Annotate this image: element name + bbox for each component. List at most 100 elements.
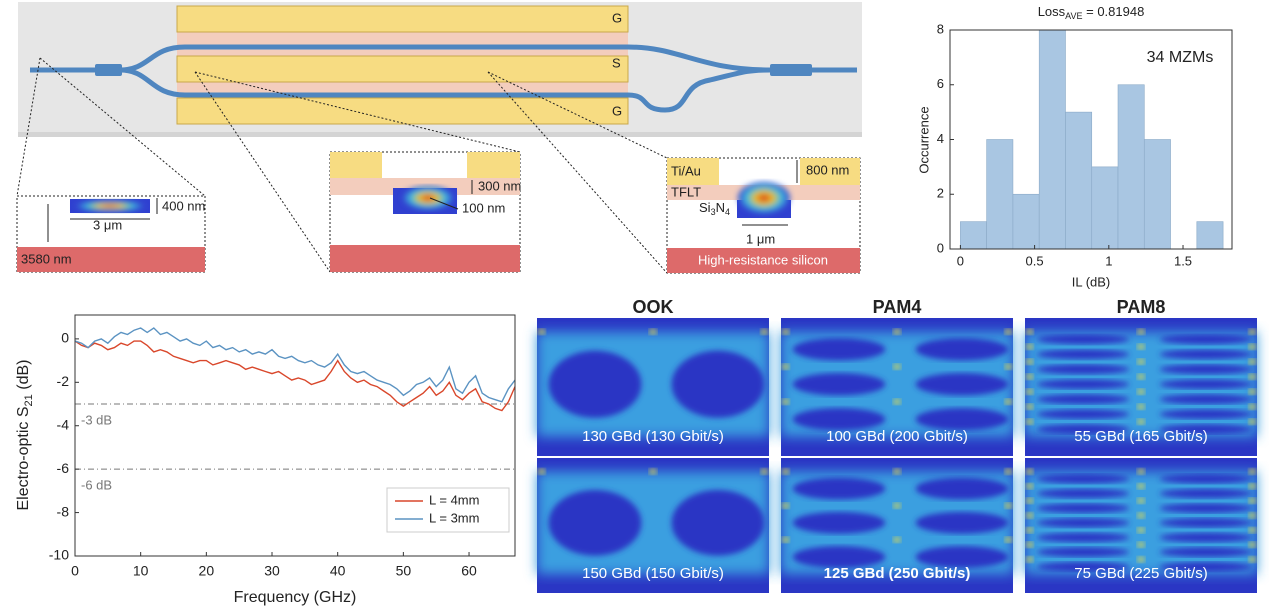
bar [1143, 139, 1171, 250]
annotation: 34 MZMs [1147, 49, 1214, 66]
material-label: Si3N4 [699, 200, 730, 217]
eye-opening [1159, 474, 1253, 484]
label-part: 21 [23, 394, 35, 406]
eye-opening [1159, 562, 1253, 572]
waveguide-top [30, 44, 857, 73]
eye-crossing [1025, 418, 1034, 425]
eye-title: PAM4 [873, 297, 922, 317]
dimension-label: 300 nm [478, 178, 521, 193]
reference-label: -3 dB [81, 412, 112, 427]
eye-opening [915, 338, 1009, 361]
eye-opening [1036, 409, 1130, 420]
material-part: Si [699, 200, 711, 215]
eye-diagram [781, 318, 1013, 456]
eye-crossing [1025, 468, 1034, 475]
eye-crossing [1137, 343, 1145, 350]
eye-crossing [1004, 398, 1013, 405]
electrode [800, 158, 860, 185]
eye-crossing [1248, 483, 1257, 490]
eye-opening [548, 489, 642, 556]
title-part: = 0.81948 [1083, 4, 1145, 19]
eye-opening [1159, 364, 1253, 375]
material-part: 3 [711, 207, 716, 217]
eye-crossing [1025, 373, 1034, 380]
eye-crossing [1137, 556, 1145, 563]
electrode [176, 97, 629, 125]
eye-crossing [1004, 468, 1013, 475]
axes-frame [74, 314, 516, 557]
eye-crossing [893, 468, 901, 475]
eye-crossing [1025, 497, 1034, 504]
layer-label: Ti/Au [671, 163, 701, 178]
eye-crossing [1137, 512, 1145, 519]
y-axis-label: Electro-optic S21 (dB) [15, 360, 35, 511]
eye-crossing [1025, 343, 1034, 350]
bar [1196, 221, 1224, 250]
eye-crossing [781, 398, 790, 405]
electrode [330, 152, 382, 178]
eye-crossing [760, 328, 769, 335]
bar [960, 221, 987, 250]
eye-label: 55 GBd (165 Gbit/s) [1074, 428, 1207, 445]
eye-crossing [1004, 363, 1013, 370]
eye-crossing [1248, 328, 1257, 335]
eye-opening [1159, 547, 1253, 557]
eye-diagram [537, 458, 769, 593]
x-tick-label: 10 [133, 563, 149, 579]
eye-crossing [1025, 556, 1034, 563]
eye-diagram [1025, 318, 1257, 456]
eye-crossing [1137, 358, 1145, 365]
y-axis-label: Occurrence [916, 106, 931, 173]
eye-crossing [1137, 403, 1145, 410]
eye-crossing [781, 363, 790, 370]
eye-label: 150 GBd (150 Gbit/s) [582, 565, 724, 582]
eye-crossing [1248, 418, 1257, 425]
bar [1117, 84, 1145, 250]
eye-opening [671, 350, 765, 418]
title-part: AVE [1065, 11, 1082, 21]
eye-crossing [893, 328, 901, 335]
eye-opening [1036, 532, 1130, 543]
legend-box [386, 487, 510, 533]
x-tick-label: 0.5 [1026, 253, 1044, 268]
eye-crossing [1248, 388, 1257, 395]
eye-opening [792, 477, 886, 500]
y-tick-label: -6 [57, 460, 70, 476]
eye-opening [548, 350, 642, 418]
material-part: 4 [725, 207, 730, 217]
eye-opening [792, 408, 886, 431]
inset-3: Ti/Au TFLT 800 nm 1 μm High-resistance s… [666, 157, 861, 274]
legend-label: L = 4mm [429, 492, 479, 507]
substrate [330, 245, 520, 272]
x-tick-label: 1.5 [1174, 253, 1192, 268]
eye-opening [915, 373, 1009, 396]
eye-opening [1159, 503, 1253, 513]
bar [986, 139, 1014, 250]
eye-crossing [649, 468, 657, 475]
dimension-label: 3 μm [93, 217, 122, 232]
device-diagram: G S G [16, 2, 862, 274]
dimension-label: 100 nm [462, 200, 505, 215]
eye-opening [1036, 334, 1130, 345]
eye-crossing [1025, 541, 1034, 548]
eye-crossing [649, 328, 657, 335]
eye-opening [1036, 379, 1130, 390]
eye-opening [792, 511, 886, 534]
eye-crossing [1248, 468, 1257, 475]
mode [75, 200, 145, 212]
eye-crossing [1248, 358, 1257, 365]
eye-crossing [893, 398, 901, 405]
electrode [667, 158, 719, 185]
eye-crossing [1004, 328, 1013, 335]
electrode-label: S [612, 55, 621, 70]
eye-crossing [1137, 527, 1145, 534]
title-part: Loss [1038, 4, 1066, 19]
eye-crossing [781, 536, 790, 543]
eye-diagram [1025, 458, 1257, 593]
eye-opening [1159, 379, 1253, 390]
layer-label: TFLT [671, 184, 701, 199]
series-line [74, 340, 516, 412]
eye-opening [1036, 562, 1130, 572]
eye-crossing [1248, 403, 1257, 410]
y-tick-label: -4 [57, 416, 70, 432]
